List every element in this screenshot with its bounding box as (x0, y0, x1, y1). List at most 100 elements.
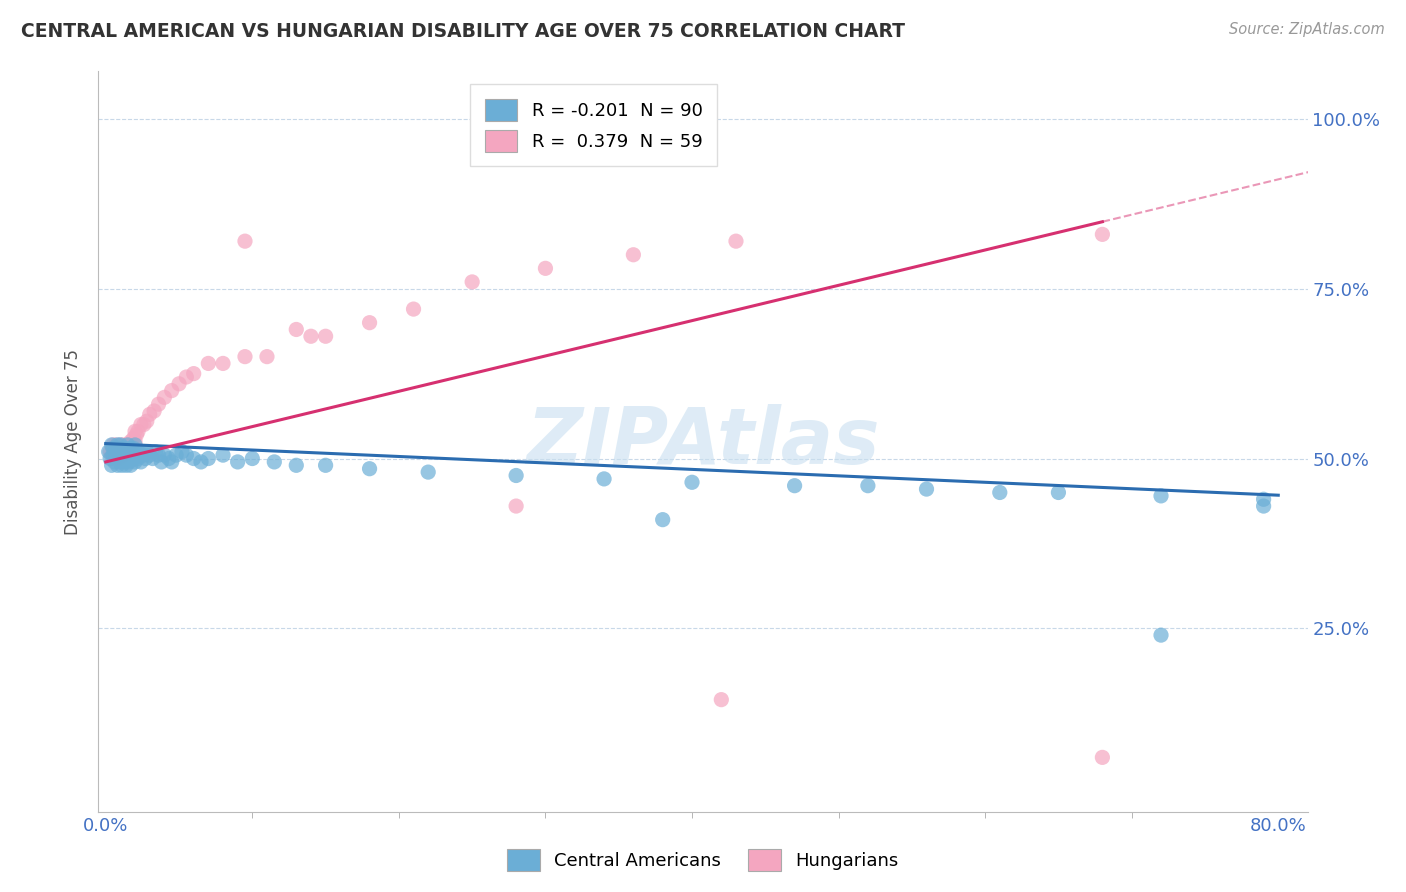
Legend: R = -0.201  N = 90, R =  0.379  N = 59: R = -0.201 N = 90, R = 0.379 N = 59 (470, 84, 717, 166)
Point (167, 376, 190, 391)
Point (285, 458, 308, 473)
Point (108, 451, 131, 466)
Point (118, 442, 141, 456)
Point (100, 438, 122, 452)
Point (114, 442, 136, 456)
Text: ZIPAtlas: ZIPAtlas (526, 403, 880, 480)
Point (183, 367, 205, 381)
Point (120, 458, 142, 473)
Point (107, 442, 129, 456)
Point (122, 442, 145, 456)
Point (114, 448, 136, 462)
Point (118, 448, 141, 462)
Point (170, 444, 193, 458)
Point (117, 438, 139, 452)
Point (103, 444, 125, 458)
Point (124, 425, 146, 439)
Point (145, 444, 167, 458)
Point (190, 455, 212, 469)
Point (359, 461, 381, 475)
Point (233, 234, 256, 248)
Point (117, 444, 139, 458)
Point (212, 448, 235, 462)
Point (125, 427, 148, 442)
Point (1150, 628, 1173, 642)
Point (108, 442, 131, 456)
Point (110, 438, 132, 452)
Point (461, 275, 484, 289)
Point (651, 513, 673, 527)
Point (105, 448, 128, 462)
Point (148, 397, 170, 411)
Point (111, 458, 134, 473)
Point (115, 458, 138, 473)
Point (115, 444, 138, 458)
Point (110, 448, 132, 462)
Point (107, 451, 129, 466)
Point (110, 438, 132, 452)
Point (418, 465, 440, 479)
Point (105, 442, 128, 456)
Point (107, 438, 129, 452)
Point (197, 356, 219, 370)
Point (176, 448, 198, 462)
Point (118, 455, 141, 469)
Point (111, 451, 134, 466)
Point (114, 444, 136, 458)
Point (115, 442, 138, 456)
Point (105, 438, 128, 452)
Point (1047, 485, 1070, 500)
Point (299, 329, 322, 343)
Point (127, 425, 149, 439)
Point (121, 448, 143, 462)
Point (112, 451, 135, 466)
Point (1253, 499, 1275, 513)
Point (110, 455, 132, 469)
Point (197, 451, 219, 466)
Point (108, 448, 131, 462)
Point (111, 444, 134, 458)
Point (148, 448, 170, 462)
Point (112, 444, 135, 458)
Point (534, 261, 557, 276)
Point (101, 442, 124, 456)
Point (138, 448, 160, 462)
Point (124, 438, 146, 452)
Point (110, 442, 132, 456)
Point (176, 370, 198, 384)
Point (105, 444, 128, 458)
Point (111, 442, 134, 456)
Point (153, 391, 176, 405)
Point (101, 438, 124, 452)
Point (153, 448, 176, 462)
Point (135, 414, 157, 428)
Point (97, 444, 120, 458)
Point (402, 302, 425, 317)
Point (157, 451, 180, 466)
Point (593, 472, 616, 486)
Point (240, 451, 263, 466)
Point (212, 356, 235, 370)
Point (256, 350, 278, 364)
Point (114, 448, 136, 462)
Point (98, 444, 121, 458)
Point (120, 442, 142, 456)
Point (856, 478, 879, 492)
Point (505, 468, 527, 483)
Point (121, 438, 143, 452)
Point (505, 499, 527, 513)
Point (120, 434, 142, 449)
Point (100, 448, 122, 462)
Point (783, 478, 806, 492)
Point (124, 434, 146, 449)
Point (150, 455, 173, 469)
Point (108, 444, 131, 458)
Point (233, 350, 256, 364)
Point (127, 444, 149, 458)
Point (103, 448, 125, 462)
Legend: Central Americans, Hungarians: Central Americans, Hungarians (501, 842, 905, 879)
Point (359, 316, 381, 330)
Point (263, 455, 285, 469)
Point (132, 417, 155, 432)
Point (1091, 750, 1114, 764)
